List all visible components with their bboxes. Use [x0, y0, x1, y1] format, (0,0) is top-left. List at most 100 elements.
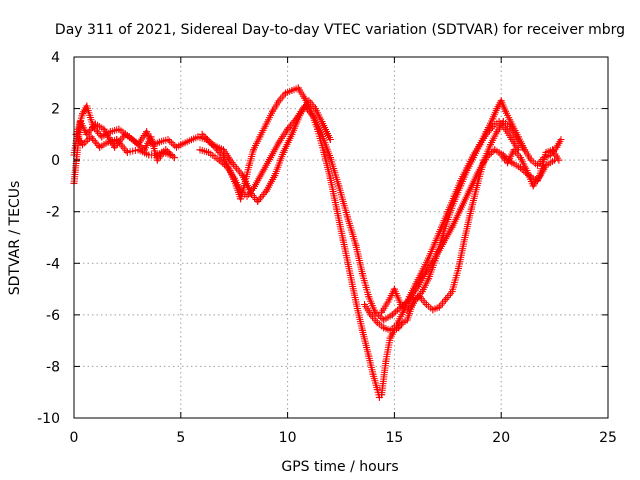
- data-point: [98, 133, 106, 141]
- data-point: [523, 166, 531, 174]
- data-point: [243, 192, 251, 200]
- data-point: [380, 324, 388, 332]
- data-point: [542, 161, 550, 169]
- data-point: [111, 143, 119, 151]
- data-point: [215, 156, 223, 164]
- data-point: [386, 326, 394, 334]
- data-point: [76, 117, 84, 125]
- data-point: [448, 223, 456, 231]
- data-point: [386, 334, 394, 342]
- data-point: [527, 156, 535, 164]
- data-point: [440, 239, 448, 247]
- data-point: [416, 293, 424, 301]
- data-point: [410, 295, 418, 303]
- series-track-a: [70, 84, 565, 401]
- data-point: [555, 156, 563, 164]
- data-point: [397, 301, 405, 309]
- data-point: [100, 125, 108, 133]
- data-point: [262, 120, 270, 128]
- data-point: [437, 223, 445, 231]
- x-tick-label: 15: [385, 430, 403, 446]
- data-point: [493, 105, 501, 113]
- data-point: [164, 136, 172, 144]
- data-point: [457, 205, 465, 213]
- data-point: [96, 143, 104, 151]
- data-point: [115, 125, 123, 133]
- data-point: [373, 386, 381, 394]
- data-point: [412, 280, 420, 288]
- data-point: [425, 254, 433, 262]
- data-point: [504, 159, 512, 167]
- data-point: [499, 117, 507, 125]
- data-point: [491, 146, 499, 154]
- data-point: [249, 185, 257, 193]
- data-point: [237, 195, 245, 203]
- y-tick-label: 2: [51, 102, 60, 118]
- data-point: [360, 301, 368, 309]
- data-point: [155, 138, 163, 146]
- data-point: [160, 148, 168, 156]
- data-point: [510, 146, 518, 154]
- data-point: [519, 143, 527, 151]
- data-point: [373, 319, 381, 327]
- data-point: [339, 236, 347, 244]
- data-point: [143, 128, 151, 136]
- data-point: [121, 130, 129, 138]
- data-point: [365, 293, 373, 301]
- data-point: [281, 89, 289, 97]
- data-point: [380, 316, 388, 324]
- data-point: [553, 143, 561, 151]
- series-track-d: [378, 117, 527, 316]
- data-point: [318, 130, 326, 138]
- data-point: [418, 267, 426, 275]
- data-point: [497, 97, 505, 105]
- plot-frame: [73, 56, 609, 419]
- data-point: [132, 138, 140, 146]
- data-point: [284, 125, 292, 133]
- grid: [74, 57, 608, 418]
- y-axis-label: SDTVAR / TECUs: [7, 181, 23, 296]
- data-point: [512, 133, 520, 141]
- data-point: [153, 156, 161, 164]
- data-point: [220, 146, 228, 154]
- data-point: [177, 141, 185, 149]
- data-point: [454, 264, 462, 272]
- y-tick-label: -10: [37, 411, 60, 427]
- data-point: [461, 234, 469, 241]
- data-point: [378, 391, 386, 399]
- data-point: [326, 174, 334, 182]
- x-tick-label: 10: [279, 430, 297, 446]
- data-point: [508, 136, 516, 144]
- data-point: [431, 239, 439, 247]
- data-point: [516, 154, 524, 162]
- x-tick-label: 5: [176, 430, 185, 446]
- data-point: [83, 130, 91, 138]
- y-tick-label: 4: [51, 50, 60, 66]
- data-point: [258, 169, 266, 177]
- data-point: [457, 177, 465, 185]
- data-point: [198, 130, 206, 138]
- data-point: [352, 298, 360, 306]
- data-point: [247, 190, 255, 198]
- data-point: [123, 148, 131, 156]
- data-point: [442, 295, 450, 303]
- data-point: [279, 148, 287, 156]
- data-point: [140, 146, 148, 154]
- data-point: [83, 102, 91, 110]
- data-point: [367, 311, 375, 319]
- data-point: [269, 107, 277, 115]
- data-point: [506, 123, 514, 131]
- data-point: [487, 141, 495, 149]
- data-point: [320, 148, 328, 156]
- data-point: [74, 125, 82, 133]
- data-point: [196, 146, 204, 154]
- data-point: [301, 94, 309, 102]
- data-point: [371, 308, 379, 316]
- data-point: [493, 128, 501, 136]
- data-point: [173, 143, 181, 151]
- data-point: [448, 288, 456, 296]
- data-point: [91, 120, 99, 128]
- data-point: [239, 172, 247, 180]
- y-tick-label: -8: [46, 359, 60, 375]
- data-point: [224, 164, 232, 172]
